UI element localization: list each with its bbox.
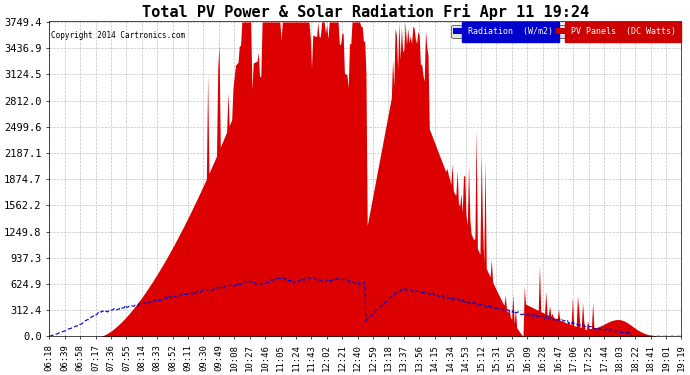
Text: Copyright 2014 Cartronics.com: Copyright 2014 Cartronics.com [50, 31, 185, 40]
Title: Total PV Power & Solar Radiation Fri Apr 11 19:24: Total PV Power & Solar Radiation Fri Apr… [141, 4, 589, 20]
Legend: Radiation  (W/m2), PV Panels  (DC Watts): Radiation (W/m2), PV Panels (DC Watts) [451, 26, 677, 38]
